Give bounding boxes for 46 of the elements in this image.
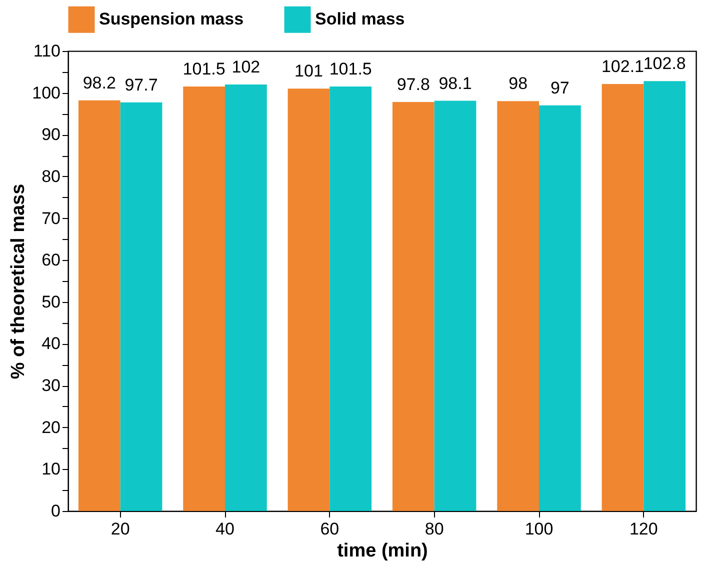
y-tick-label: 20 — [42, 418, 60, 437]
y-tick-label: 110 — [33, 42, 60, 60]
data-label: 98.1 — [438, 74, 472, 93]
x-tick-label: 60 — [320, 520, 340, 538]
y-tick-label: 70 — [42, 208, 60, 228]
bar — [120, 102, 162, 511]
data-label: 97.7 — [124, 75, 158, 94]
bar — [644, 81, 686, 511]
bar — [392, 102, 434, 511]
data-label: 98 — [508, 74, 528, 94]
bar — [602, 84, 644, 511]
data-label: 102 — [232, 57, 260, 76]
data-label: 102.8 — [643, 54, 686, 74]
data-label: 97.8 — [396, 75, 430, 94]
x-tick-label: 100 — [524, 520, 554, 538]
y-tick-label: 40 — [42, 334, 60, 354]
x-tick-label: 120 — [629, 520, 658, 538]
bar — [225, 84, 267, 511]
y-tick-label: 10 — [42, 460, 60, 479]
x-axis-title: time (min) — [337, 540, 428, 562]
bar — [78, 100, 120, 511]
y-tick-label: 80 — [42, 166, 60, 186]
legend-label: Suspension mass — [99, 10, 244, 29]
y-tick-label: 90 — [42, 125, 60, 144]
y-tick-label: 60 — [42, 250, 60, 270]
bar — [539, 105, 581, 511]
bar — [434, 100, 476, 511]
data-label: 102.1 — [601, 57, 644, 76]
data-label: 101.5 — [329, 60, 372, 79]
y-tick-label: 30 — [42, 376, 60, 396]
y-tick-label: 0 — [51, 502, 60, 520]
y-tick-label: 100 — [32, 83, 60, 102]
x-tick-label: 20 — [110, 520, 130, 538]
y-tick-label: 50 — [42, 292, 60, 312]
bar — [183, 86, 225, 511]
y-axis-title: % of theoretical mass — [8, 184, 30, 380]
data-label: 98.2 — [82, 73, 116, 92]
bar — [288, 88, 330, 511]
data-label: 101.5 — [182, 60, 226, 79]
bar — [330, 86, 372, 511]
x-tick-label: 80 — [424, 520, 444, 538]
bar — [497, 101, 539, 511]
x-tick-label: 40 — [216, 520, 234, 538]
data-label: 101 — [294, 62, 323, 81]
data-label: 97 — [550, 78, 570, 98]
legend-label: Solid mass — [315, 10, 405, 29]
